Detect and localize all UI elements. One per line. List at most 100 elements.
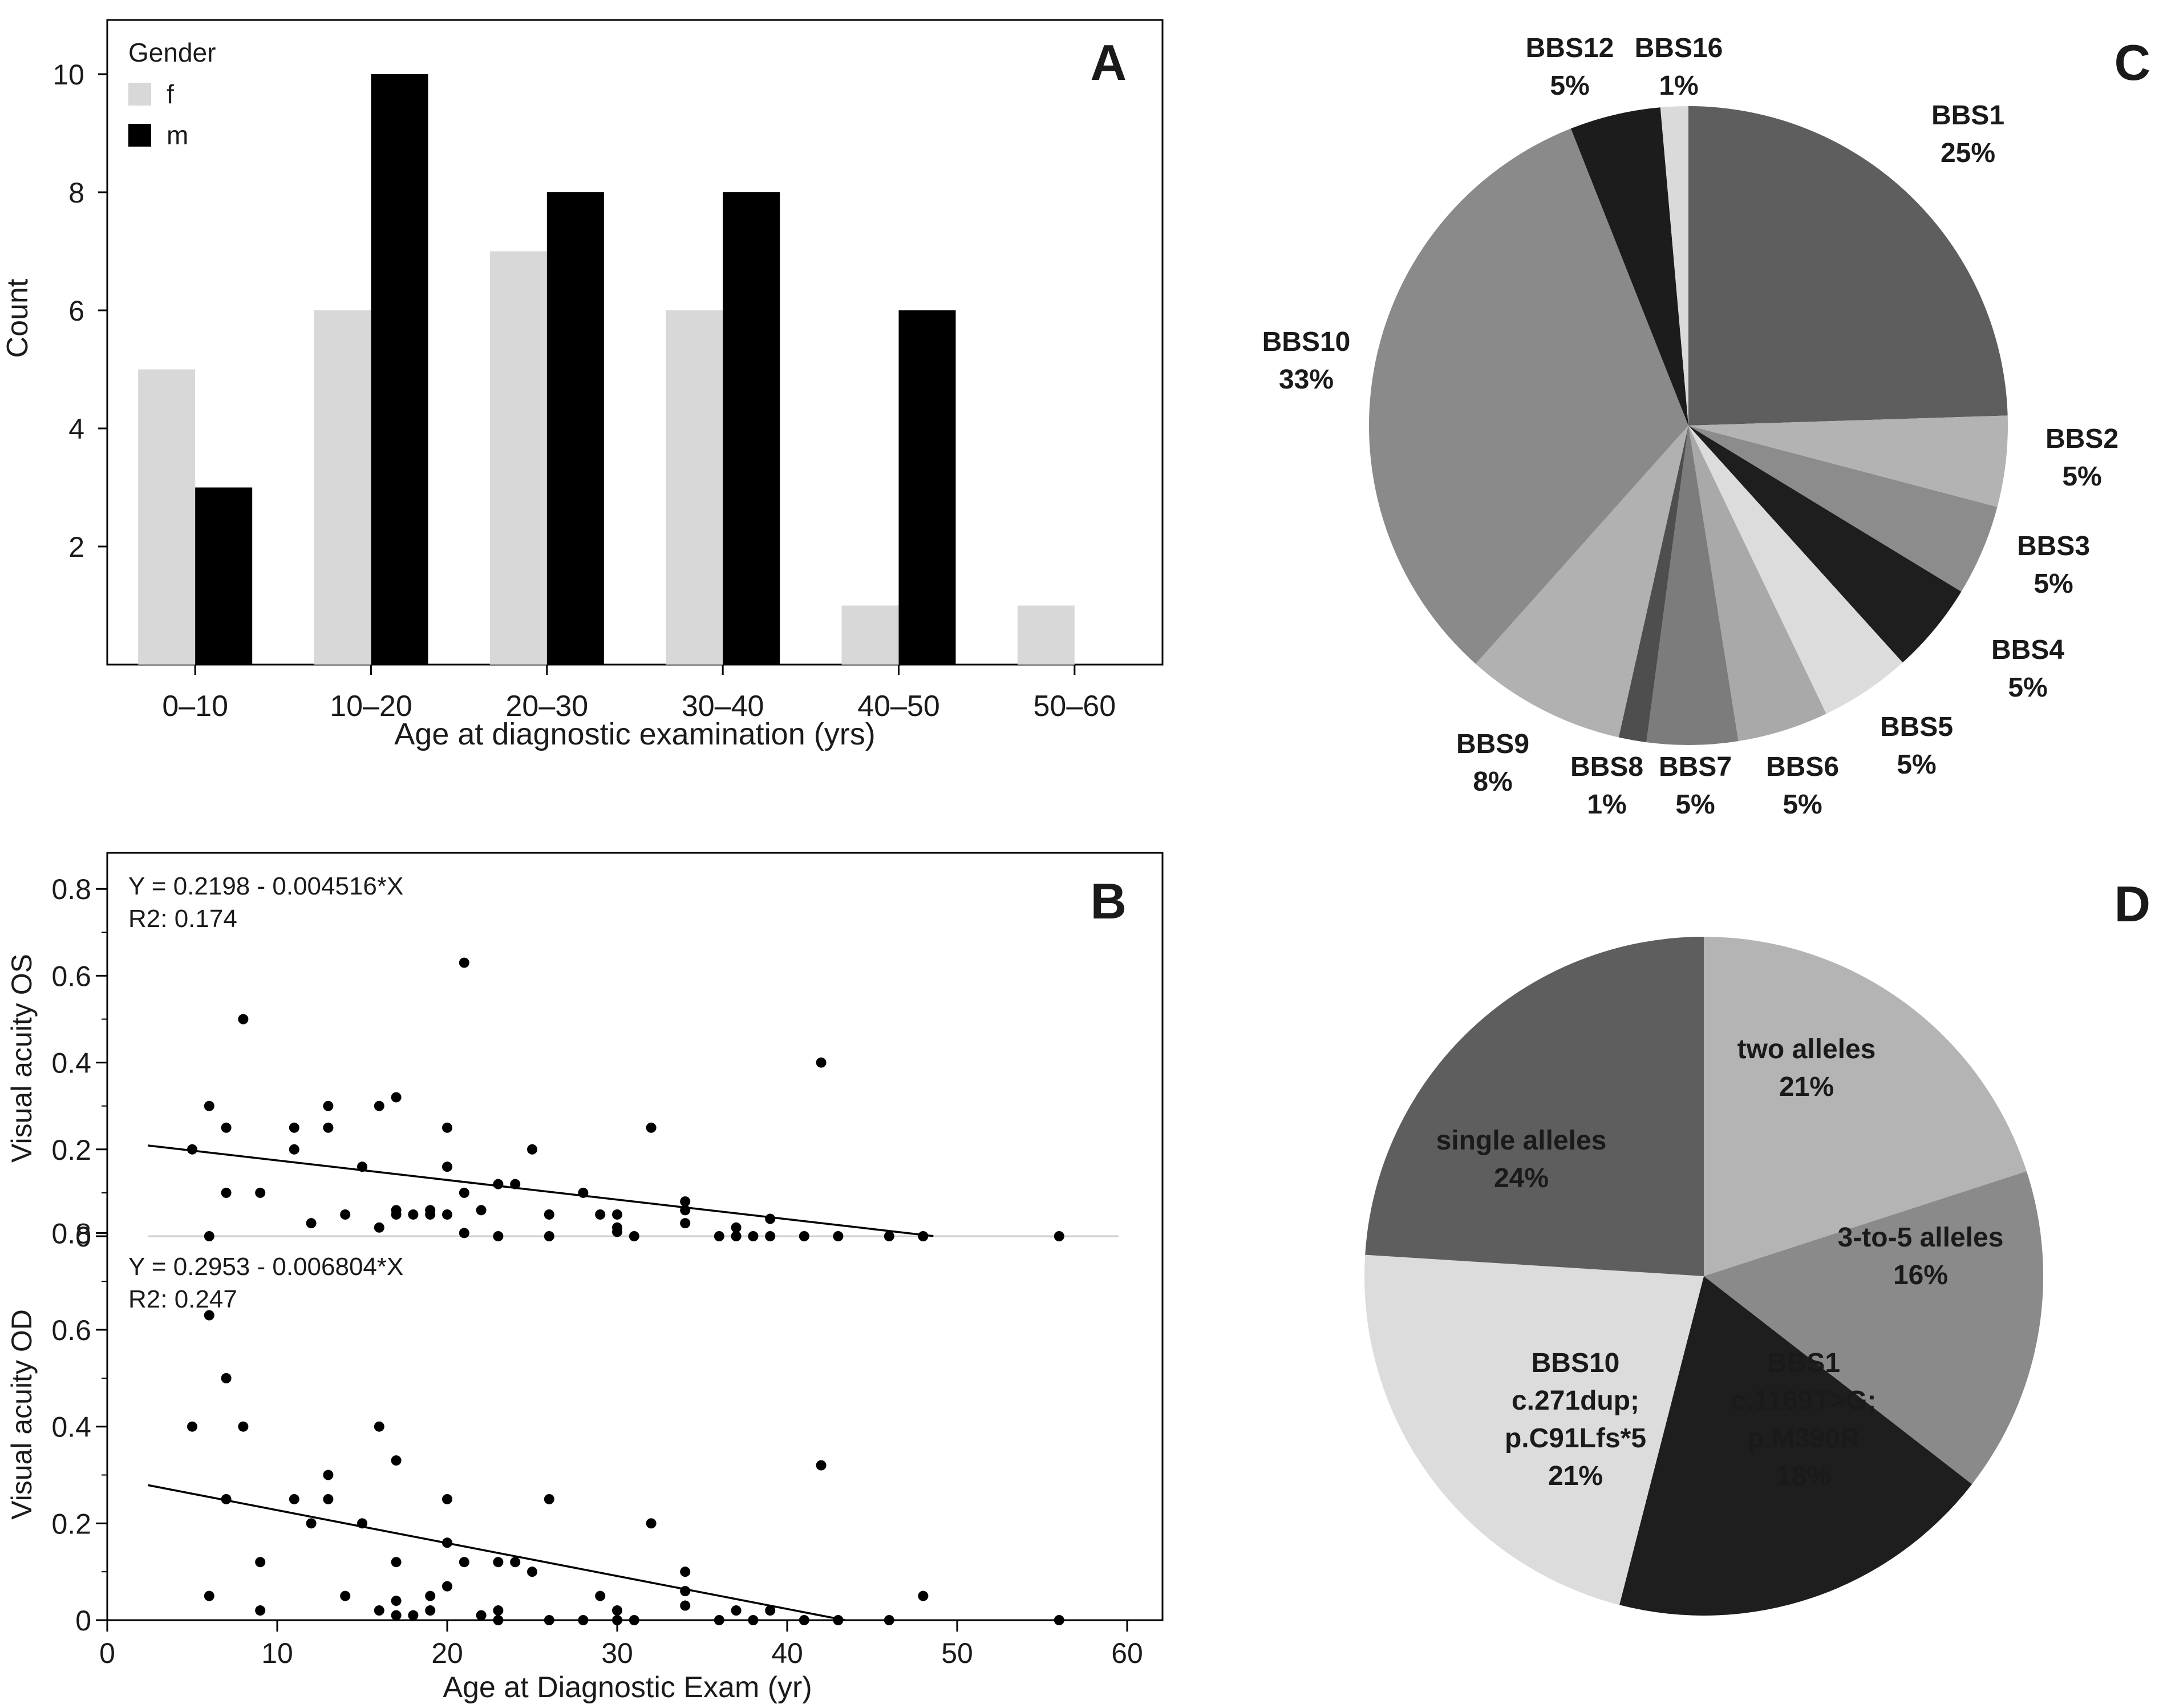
panel-b-label: B (1090, 873, 1127, 929)
y-tick-label-3: 8 (68, 177, 84, 209)
os-data-point-30 (510, 1179, 521, 1189)
b-x-tick-label-4: 40 (771, 1637, 803, 1669)
bar-f-3 (666, 310, 723, 665)
bar-f-5 (1017, 605, 1075, 665)
os-data-point-1 (204, 1100, 214, 1111)
pie-3-slice-label-3-line-2: p.C91Lfs*5 (1505, 1423, 1646, 1454)
od-y-tick-label-1: 0.2 (51, 1508, 91, 1540)
pie-3-slice-pct-0: 21% (1779, 1072, 1834, 1102)
os-data-point-36 (612, 1209, 622, 1220)
b-x-tick-label-5: 50 (941, 1637, 973, 1669)
od-data-point-15 (374, 1605, 384, 1616)
x-tick-label-5: 50–60 (1034, 690, 1116, 723)
os-data-point-14 (374, 1100, 384, 1111)
od-data-point-13 (357, 1518, 367, 1529)
od-y-tick-label-0: 0 (75, 1605, 91, 1637)
pie-2-slice-label-9: BBS10 (1262, 327, 1351, 357)
od-data-point-35 (544, 1615, 554, 1625)
pie-3-slice-label-3-line-1: c.271dup; (1512, 1386, 1639, 1416)
os-data-point-51 (816, 1057, 827, 1068)
pie-3-slice-label-2-line-1: c.1169T>G; (1731, 1386, 1877, 1416)
od-data-point-43 (680, 1586, 691, 1597)
os-data-point-29 (493, 1231, 504, 1241)
os-data-point-48 (765, 1213, 776, 1224)
pie-2-slice-pct-8: 8% (1473, 767, 1512, 797)
legend-swatch-m (128, 124, 151, 147)
os-data-point-0 (187, 1144, 197, 1155)
x-tick-label-4: 40–50 (857, 690, 940, 723)
os-y-tick-label-0: 0 (75, 1221, 91, 1253)
od-data-point-45 (714, 1615, 724, 1625)
pie-2-slice-3 (1688, 426, 1962, 663)
os-data-point-49 (765, 1231, 776, 1241)
pie-2-slice-pct-5: 5% (1783, 790, 1822, 820)
pie-2-slice-pct-3: 5% (2008, 673, 2047, 703)
pie-2-slice-pct-1: 5% (2062, 462, 2101, 492)
od-data-point-0 (187, 1421, 197, 1432)
pie-2-slice-label-6: BBS7 (1659, 752, 1732, 782)
od-data-point-54 (1054, 1615, 1064, 1625)
y-tick-label-2: 6 (68, 295, 84, 327)
od-y-axis-label: Visual acuity OD (6, 1309, 38, 1520)
os-data-point-39 (629, 1231, 639, 1241)
pie-2-slice-1 (1688, 415, 2008, 507)
od-y-tick-label-4: 0.8 (51, 1217, 91, 1249)
b-x-tick-label-6: 60 (1111, 1637, 1143, 1669)
od-data-point-11 (323, 1494, 334, 1504)
od-data-point-29 (493, 1557, 504, 1568)
legend-label-f: f (167, 79, 174, 109)
os-data-point-25 (459, 957, 469, 968)
pie-3-slice-2 (1619, 1276, 1972, 1616)
od-data-point-19 (391, 1610, 402, 1621)
pie-3-slice-label-3: BBS10 (1532, 1348, 1620, 1378)
os-equation: Y = 0.2198 - 0.004516*X (128, 872, 403, 900)
od-data-point-53 (918, 1590, 929, 1601)
os-data-point-23 (442, 1161, 452, 1172)
legend-label-m: m (167, 120, 188, 150)
pie-3-slice-label-2-line-2: p.M390R (1747, 1423, 1860, 1454)
od-data-point-20 (408, 1610, 419, 1621)
os-data-point-28 (493, 1179, 504, 1189)
os-data-point-3 (221, 1122, 232, 1133)
od-data-point-38 (612, 1605, 622, 1616)
od-data-point-8 (289, 1494, 299, 1504)
pie-2-slice-label-10: BBS12 (1526, 33, 1614, 63)
od-data-point-34 (544, 1494, 554, 1504)
bar-f-4 (841, 605, 899, 665)
pie-3-slice-label-2: BBS1 (1767, 1348, 1840, 1378)
od-y-tick-label-2: 0.4 (51, 1411, 91, 1443)
os-y-tick-label-4: 0.8 (51, 873, 91, 905)
pie-2-slice-pct-2: 5% (2034, 569, 2073, 599)
od-data-point-2 (204, 1590, 214, 1601)
pie-3-slice-pct-2: 18% (1776, 1461, 1831, 1491)
os-data-point-34 (578, 1187, 589, 1198)
pie-2-slice-9 (1368, 128, 1688, 664)
pie-2-slice-10 (1570, 107, 1688, 426)
pie-2-slice-pct-10: 5% (1550, 71, 1589, 101)
od-data-point-31 (493, 1615, 504, 1625)
pie-3-slice-pct-1: 16% (1893, 1260, 1948, 1290)
os-y-axis-label: Visual acuity OS (6, 954, 38, 1163)
od-data-point-42 (680, 1567, 691, 1577)
od-data-point-10 (323, 1470, 334, 1480)
pie-2-slice-4 (1688, 426, 1903, 714)
od-data-point-51 (833, 1615, 844, 1625)
od-r-squared: R2: 0.247 (128, 1285, 237, 1313)
os-data-point-35 (595, 1209, 606, 1220)
os-data-point-50 (799, 1231, 809, 1241)
pie-2-slice-label-2: BBS3 (2017, 531, 2090, 561)
panel-a-label: A (1090, 34, 1127, 91)
od-data-point-28 (476, 1610, 487, 1621)
pie-3-slice-pct-3: 21% (1548, 1461, 1603, 1491)
od-data-point-44 (680, 1600, 691, 1611)
os-data-point-15 (374, 1222, 384, 1233)
pie-2-slice-5 (1688, 426, 1826, 742)
os-data-point-6 (255, 1187, 266, 1198)
od-data-point-4 (221, 1494, 232, 1504)
panel-a-plot-frame (106, 19, 1164, 666)
os-data-point-19 (408, 1209, 419, 1220)
pie-2-slice-label-7: BBS8 (1570, 752, 1643, 782)
os-y-tick-label-1: 0.2 (51, 1134, 91, 1166)
os-r-squared: R2: 0.174 (128, 905, 237, 933)
b-x-tick-label-3: 30 (601, 1637, 633, 1669)
